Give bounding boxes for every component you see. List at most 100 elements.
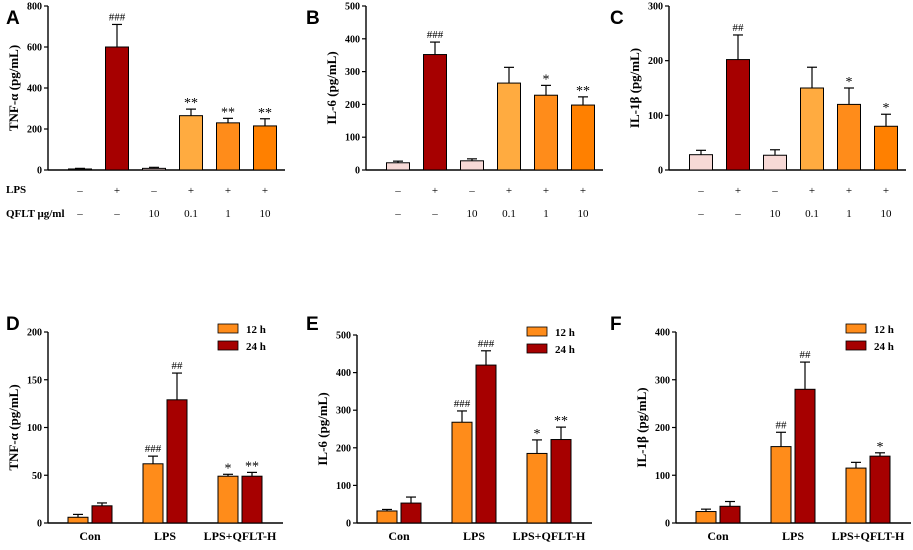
x-category-label: Con xyxy=(707,529,729,543)
bar xyxy=(497,82,521,171)
panel-letter: C xyxy=(610,8,624,29)
chart-panel-f: 0 100 200 300 400 IL-1β (pg/mL) F Con ## ## LPS * LP… xyxy=(610,314,911,543)
y-axis-label: IL-1β (pg/mL) xyxy=(627,48,642,128)
qflt-dose: 1 xyxy=(225,208,231,220)
bar xyxy=(475,364,497,524)
significance-label: ** xyxy=(184,96,198,111)
lps-sign: + xyxy=(506,185,512,197)
y-tick-label: 100 xyxy=(27,423,42,434)
significance-label: ** xyxy=(245,459,259,474)
significance-label: ### xyxy=(109,11,126,23)
y-tick-label: 400 xyxy=(655,328,670,339)
significance-label: ## xyxy=(172,360,184,372)
y-tick-label: 100 xyxy=(655,471,670,482)
qflt-dose: – xyxy=(394,208,401,220)
y-tick-label: 50 xyxy=(32,471,42,482)
y-tick-label: 0 xyxy=(37,166,42,177)
bar xyxy=(526,452,548,524)
lps-sign: – xyxy=(150,185,157,197)
legend-label: 24 h xyxy=(874,341,894,353)
y-tick-label: 300 xyxy=(655,375,670,386)
lps-sign: + xyxy=(735,185,741,197)
chart-panel-a: 0 200 400 600 800 TNF-α (pg/mL) A – – ### + – – 10 ** +… xyxy=(6,2,285,220)
bar xyxy=(689,154,713,171)
legend-label: 24 h xyxy=(555,344,575,356)
y-tick-label: 150 xyxy=(27,375,42,386)
y-tick-label: 100 xyxy=(336,481,351,492)
significance-label: ** xyxy=(221,105,235,120)
y-axis-label: TNF-α (pg/mL) xyxy=(6,384,21,470)
legend-label: 12 h xyxy=(246,324,266,336)
legend-label: 12 h xyxy=(555,327,575,339)
lps-sign: + xyxy=(883,185,889,197)
significance-label: ### xyxy=(427,29,444,41)
lps-sign: + xyxy=(846,185,852,197)
bar xyxy=(837,103,861,171)
bar xyxy=(67,516,89,524)
y-tick-label: 200 xyxy=(27,328,42,339)
lps-sign: + xyxy=(580,185,586,197)
significance-label: ### xyxy=(454,398,471,410)
y-tick-label: 200 xyxy=(336,443,351,454)
lps-sign: – xyxy=(697,185,704,197)
qflt-dose: – xyxy=(431,208,438,220)
significance-label: ** xyxy=(258,106,272,121)
qflt-dose: – xyxy=(76,208,83,220)
legend-label: 12 h xyxy=(874,324,894,336)
qflt-dose: – xyxy=(734,208,741,220)
y-tick-label: 200 xyxy=(648,56,663,67)
y-axis-label: IL-6 (pg/mL) xyxy=(324,51,339,124)
lps-sign: + xyxy=(188,185,194,197)
x-category-label: LPS xyxy=(463,529,485,543)
x-category-label: LPS+QFLT-H xyxy=(513,529,586,543)
bar xyxy=(91,505,113,524)
significance-label: ## xyxy=(800,349,812,361)
lps-sign: + xyxy=(225,185,231,197)
bar xyxy=(763,154,787,171)
bar xyxy=(571,104,595,171)
significance-label: * xyxy=(225,461,232,476)
x-category-label: LPS xyxy=(782,529,804,543)
panel-letter: E xyxy=(306,314,319,335)
y-tick-label: 300 xyxy=(648,2,663,13)
y-tick-label: 400 xyxy=(345,34,360,45)
bar xyxy=(695,511,717,524)
y-tick-label: 200 xyxy=(27,125,42,136)
y-tick-label: 100 xyxy=(648,111,663,122)
lps-sign: + xyxy=(809,185,815,197)
y-axis-label: TNF-α (pg/mL) xyxy=(6,45,21,131)
legend-swatch xyxy=(526,326,548,337)
qflt-dose: 10 xyxy=(260,208,272,220)
qflt-dose: 0.1 xyxy=(805,208,819,220)
qflt-dose: 10 xyxy=(881,208,893,220)
x-category-label: LPS+QFLT-H xyxy=(204,529,277,543)
legend-swatch xyxy=(217,323,239,334)
qflt-dose: 1 xyxy=(846,208,852,220)
bar xyxy=(719,505,741,524)
y-axis-label: IL-1β (pg/mL) xyxy=(634,387,649,467)
bar xyxy=(423,54,447,171)
legend-swatch xyxy=(217,340,239,351)
y-tick-label: 100 xyxy=(345,133,360,144)
significance-label: ** xyxy=(554,414,568,429)
y-tick-label: 600 xyxy=(27,43,42,54)
y-tick-label: 400 xyxy=(27,84,42,95)
qflt-dose: 10 xyxy=(578,208,590,220)
lps-sign: + xyxy=(114,185,120,197)
y-tick-label: 200 xyxy=(655,423,670,434)
y-tick-label: 300 xyxy=(336,406,351,417)
panel-letter: F xyxy=(610,314,622,335)
qflt-row-label: QFLT μg/ml xyxy=(6,208,65,220)
qflt-dose: 10 xyxy=(467,208,479,220)
qflt-dose: 0.1 xyxy=(184,208,198,220)
significance-label: ### xyxy=(478,338,495,350)
panel-letter: B xyxy=(306,8,320,29)
bar xyxy=(451,421,473,524)
bar xyxy=(241,475,263,524)
lps-sign: – xyxy=(771,185,778,197)
x-category-label: Con xyxy=(388,529,410,543)
lps-sign: – xyxy=(76,185,83,197)
significance-label: * xyxy=(534,427,541,442)
